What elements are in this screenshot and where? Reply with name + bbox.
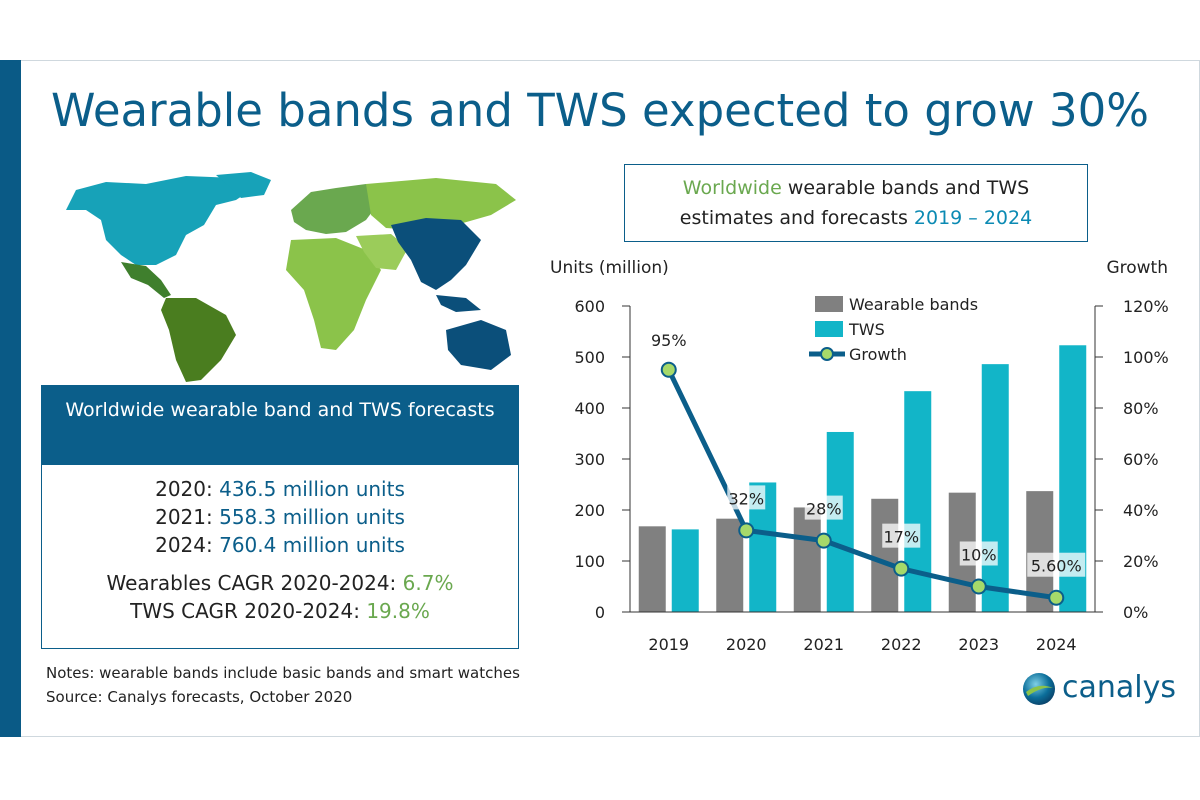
bar-tws xyxy=(671,529,699,612)
forecast-value: 436.5 million units xyxy=(219,477,405,501)
x-tick-label: 2021 xyxy=(803,635,844,654)
legend-swatch-tws xyxy=(815,321,843,337)
forecast-lines: 2020: 436.5 million units 2021: 558.3 mi… xyxy=(42,465,518,559)
growth-data-label: 28% xyxy=(806,500,842,519)
map-asia-pacific xyxy=(391,218,481,312)
map-south-america xyxy=(161,298,236,382)
x-tick-label: 2019 xyxy=(648,635,689,654)
map-north-america xyxy=(66,172,271,265)
map-russia-asia-west xyxy=(366,178,516,230)
chart-title-years: 2019 – 2024 xyxy=(913,207,1033,229)
legend-label-growth: Growth xyxy=(849,345,907,364)
map-europe xyxy=(291,184,381,234)
cagr-row: TWS CAGR 2020-2024: 19.8% xyxy=(42,597,518,625)
growth-point xyxy=(970,578,987,595)
y-tick-label: 300 xyxy=(574,450,605,469)
world-map-icon xyxy=(66,172,516,382)
growth-data-label: 95% xyxy=(651,331,687,350)
map-oceania xyxy=(446,320,511,370)
growth-data-label: 10% xyxy=(961,546,997,565)
y-axis-title: Units (million) xyxy=(550,258,669,278)
forecast-value: 760.4 million units xyxy=(219,533,405,557)
growth-point xyxy=(815,532,832,549)
legend-label-wearable: Wearable bands xyxy=(849,295,978,314)
bar-wearable-bands xyxy=(793,507,821,612)
y2-tick-label: 120% xyxy=(1123,297,1169,316)
y2-tick-label: 80% xyxy=(1123,399,1159,418)
cagr-label: TWS CAGR 2020-2024: xyxy=(130,599,360,623)
y-tick-label: 400 xyxy=(574,399,605,418)
forecast-row: 2020: 436.5 million units xyxy=(42,475,518,503)
growth-label-bg xyxy=(882,523,921,548)
y2-tick-label: 40% xyxy=(1123,501,1159,520)
y2-tick-label: 60% xyxy=(1123,450,1159,469)
y2-tick-label: 100% xyxy=(1123,348,1169,367)
y-tick-label: 500 xyxy=(574,348,605,367)
map-middle-east xyxy=(356,234,408,270)
bar-tws xyxy=(981,364,1009,612)
chart-title-subject: wearable bands and TWS xyxy=(787,177,1030,199)
canalys-logo-text: canalys xyxy=(1062,670,1176,705)
map-africa xyxy=(286,238,381,350)
notes-block: Notes: wearable bands include basic band… xyxy=(46,661,520,709)
growth-label-bg xyxy=(959,541,998,566)
cagr-label: Wearables CAGR 2020-2024: xyxy=(106,571,397,595)
chart-title-line-2: estimates and forecasts 2019 – 2024 xyxy=(625,203,1087,233)
page-title: Wearable bands and TWS expected to grow … xyxy=(51,84,1149,137)
forecast-summary-box: Worldwide wearable band and TWS forecast… xyxy=(41,385,519,649)
y2-axis-title: Growth xyxy=(1106,258,1168,278)
growth-point xyxy=(738,522,755,539)
growth-point xyxy=(893,560,910,577)
growth-label-bg xyxy=(1027,552,1086,577)
units-growth-chart: 0 100 200 300 400 500 600 0% 20% 40% 60% 80% 100% 12… xyxy=(550,258,1169,654)
forecast-year: 2024: xyxy=(155,533,213,557)
source-line: Source: Canalys forecasts, October 2020 xyxy=(46,688,353,706)
cagr-lines: Wearables CAGR 2020-2024: 6.7% TWS CAGR … xyxy=(42,559,518,625)
legend-swatch-wearable xyxy=(815,296,843,312)
growth-label-bg xyxy=(804,495,843,520)
growth-point xyxy=(660,361,677,378)
y2-tick-label: 20% xyxy=(1123,552,1159,571)
forecast-year: 2020: xyxy=(155,477,213,501)
growth-data-label: 17% xyxy=(883,528,919,547)
left-accent-bar xyxy=(0,60,21,737)
growth-label-bg xyxy=(727,485,766,510)
map-central-america xyxy=(121,262,171,298)
bar-wearable-bands xyxy=(871,498,899,612)
notes-line: Notes: wearable bands include basic band… xyxy=(46,664,520,682)
growth-data-label: 32% xyxy=(728,489,764,508)
forecast-value: 558.3 million units xyxy=(219,505,405,529)
bar-tws xyxy=(826,431,854,612)
y2-tick-label: 0% xyxy=(1123,603,1148,622)
cagr-value: 19.8% xyxy=(366,599,430,623)
forecast-row: 2024: 760.4 million units xyxy=(42,531,518,559)
x-tick-label: 2022 xyxy=(881,635,922,654)
chart-title-line-1: Worldwide wearable bands and TWS xyxy=(625,173,1087,203)
forecast-year: 2021: xyxy=(155,505,213,529)
legend-label-tws: TWS xyxy=(848,320,885,339)
bar-wearable-bands xyxy=(638,526,666,612)
cagr-value: 6.7% xyxy=(402,571,454,595)
chart-title-box: Worldwide wearable bands and TWS estimat… xyxy=(624,164,1088,242)
chart-title-worldwide: Worldwide xyxy=(682,177,782,199)
y-tick-label: 600 xyxy=(574,297,605,316)
bar-wearable-bands xyxy=(716,518,744,612)
cagr-row: Wearables CAGR 2020-2024: 6.7% xyxy=(42,569,518,597)
bar-tws xyxy=(904,391,932,612)
canalys-globe-icon xyxy=(1023,673,1055,705)
chart-title-desc: estimates and forecasts xyxy=(679,207,908,229)
growth-point xyxy=(1048,589,1065,606)
legend-marker-growth xyxy=(820,347,834,361)
x-tick-label: 2023 xyxy=(958,635,999,654)
y-tick-label: 0 xyxy=(595,603,605,622)
y-tick-label: 200 xyxy=(574,501,605,520)
y-tick-label: 100 xyxy=(574,552,605,571)
forecast-heading: Worldwide wearable band and TWS forecast… xyxy=(42,386,518,465)
forecast-row: 2021: 558.3 million units xyxy=(42,503,518,531)
x-tick-label: 2020 xyxy=(726,635,767,654)
x-tick-label: 2024 xyxy=(1036,635,1077,654)
growth-data-label: 5.60% xyxy=(1031,557,1082,576)
